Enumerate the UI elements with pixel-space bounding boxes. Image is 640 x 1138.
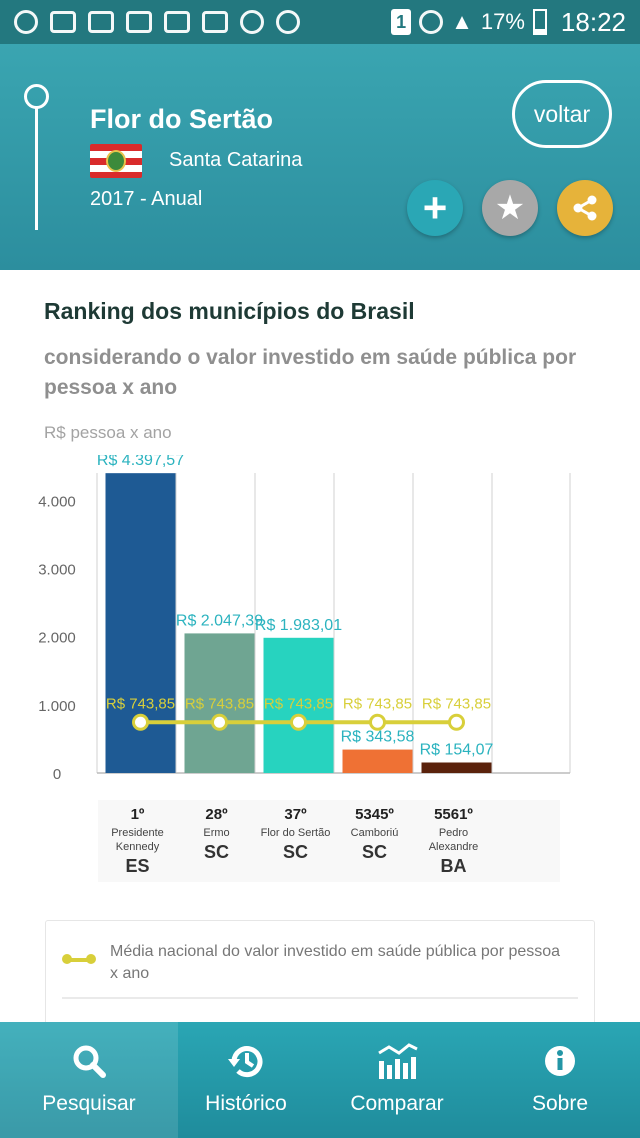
history-icon [224, 1040, 268, 1082]
wifi-icon [276, 10, 300, 34]
ranking-column: 37º Flor do Sertão SC [256, 800, 335, 882]
status-time: 18:22 [560, 6, 626, 37]
rank-city-name: Camboriú [350, 827, 399, 839]
ranking-column: 5345º Camboriú SC [335, 800, 414, 882]
ranking-column: 1º Presidente Kennedy ES [98, 800, 177, 882]
rank-city-name: Ermo [203, 827, 230, 839]
signal-icon: ▲ [451, 9, 473, 34]
ranking-table: 1º Presidente Kennedy ES 28º Ermo SC 37º Flor d… [98, 800, 560, 882]
rank-position: 1º [130, 806, 145, 823]
y-tick-label: 3.000 [38, 561, 76, 578]
compare-chart-icon [375, 1040, 419, 1082]
add-button[interactable]: + [407, 180, 463, 236]
average-point [132, 713, 149, 731]
bar [342, 749, 413, 773]
average-label: R$ 743,85 [106, 695, 175, 712]
bar-value-label: R$ 1.983,01 [255, 617, 342, 634]
y-tick-label: 2.000 [38, 630, 76, 647]
bar-value-label: R$ 343,58 [341, 729, 415, 746]
bar-value-label: R$ 154,07 [420, 741, 494, 758]
rank-state: BA [440, 856, 467, 876]
period-label: 2017 - Anual [90, 188, 203, 210]
bar-value-label: R$ 2.047,39 [176, 612, 263, 629]
average-label: R$ 743,85 [185, 695, 254, 712]
bar [184, 633, 255, 773]
chart-unit-label: R$ pessoa x ano [44, 423, 172, 442]
ranking-column: 28º Ermo SC [177, 800, 256, 882]
favorite-button[interactable]: ★ [482, 180, 538, 236]
bottom-navigation: Pesquisar Histórico Comparar Sobre [0, 1022, 640, 1138]
nav-comparar[interactable]: Comparar [314, 1022, 480, 1138]
nav-label: Histórico [205, 1092, 287, 1115]
y-tick-label: 4.000 [38, 493, 76, 510]
y-tick-label: 0 [53, 766, 61, 783]
gallery-notification-icon [50, 11, 76, 33]
nav-label: Sobre [531, 1092, 589, 1115]
flag-crest [106, 150, 126, 172]
rank-state: ES [125, 856, 150, 876]
timeline-dot-icon [24, 84, 49, 109]
no-disturb-icon [419, 10, 444, 34]
legend-divider [62, 997, 578, 999]
star-icon: ★ [494, 189, 526, 227]
state-name: Santa Catarina [169, 149, 303, 171]
status-right: 1 ▲ 17% 18:22 [391, 7, 626, 38]
bar-value-label: R$ 4.397,57 [97, 455, 184, 469]
share-button[interactable] [557, 180, 613, 236]
email-notification-icon [126, 11, 152, 33]
average-label: R$ 743,85 [343, 695, 412, 712]
share-icon [573, 195, 597, 221]
nav-label: Comparar [350, 1092, 444, 1115]
nav-historico[interactable]: Histórico [178, 1022, 314, 1138]
info-icon [538, 1040, 582, 1082]
rank-position: 37º [284, 806, 307, 823]
rank-state: SC [361, 842, 387, 862]
battery-percent: 17% [480, 9, 525, 34]
nav-sobre[interactable]: Sobre [480, 1022, 640, 1138]
nav-pesquisar[interactable]: Pesquisar [0, 1022, 178, 1138]
search-icon [67, 1040, 111, 1082]
rank-state: SC [203, 842, 229, 862]
ge-notification-icon [164, 11, 190, 33]
rank-city-name: Pedro Alexandre [428, 827, 479, 853]
legend-text: Média nacional do valor investido em saú… [110, 943, 561, 982]
bar [263, 637, 334, 773]
city-header: Flor do Sertão Santa Catarina 2017 - Anu… [0, 44, 640, 270]
ranking-column: 5561º Pedro Alexandre BA [414, 800, 493, 882]
notification-icons [14, 10, 300, 34]
state-flag-icon [90, 144, 142, 178]
ranking-subtitle: considerando o valor investido em saúde … [44, 346, 577, 399]
rank-state: SC [282, 842, 308, 862]
average-point [290, 713, 307, 731]
average-point [448, 713, 465, 731]
app-notification-icon [88, 11, 114, 33]
y-tick-label: 1.000 [38, 698, 76, 715]
average-label: R$ 743,85 [264, 695, 333, 712]
average-point [211, 713, 228, 731]
rank-position: 5561º [434, 806, 473, 823]
chat-notification-icon [14, 10, 38, 34]
average-label: R$ 743,85 [422, 695, 491, 712]
rank-city-name: Presidente Kennedy [111, 827, 164, 853]
ranking-bar-chart: 0 1.000 2.000 3.000 4.000 R$ 4.397,57 R$ 2.047… [38, 455, 571, 783]
rank-position: 28º [205, 806, 228, 823]
back-button[interactable]: voltar [512, 80, 612, 148]
rank-city-name: Flor do Sertão [260, 827, 331, 839]
city-name: Flor do Sertão [90, 104, 274, 134]
rank-position: 5345º [355, 806, 394, 823]
mute-icon [202, 11, 228, 33]
timeline-line [35, 106, 38, 230]
plus-icon: + [422, 184, 448, 231]
bar [421, 762, 492, 773]
average-point [369, 713, 386, 731]
nav-label: Pesquisar [42, 1092, 136, 1115]
status-bar: 1 ▲ 17% 18:22 [0, 0, 640, 44]
average-line-swatch [62, 954, 96, 964]
alarm-icon [240, 10, 264, 34]
battery-icon [532, 9, 547, 35]
ranking-title: Ranking dos municípios do Brasil [44, 298, 415, 324]
sim-indicator: 1 [391, 9, 412, 35]
